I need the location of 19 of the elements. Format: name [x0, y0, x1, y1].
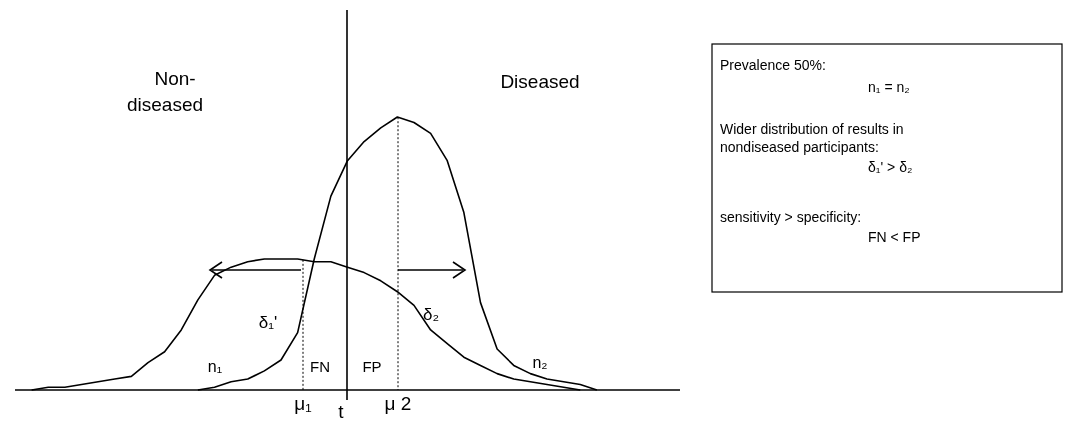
text: t — [338, 401, 344, 422]
text: diseased — [126, 94, 204, 115]
annotation: n₂ — [532, 354, 548, 371]
text: sensitivity > specificity: — [720, 209, 862, 225]
annotation: FP — [362, 358, 382, 375]
text: FN < FP — [868, 229, 921, 245]
text: n₁ = n₂ — [868, 79, 910, 95]
text: Diseased — [500, 71, 580, 92]
annotation: n₁ — [207, 358, 223, 375]
annotation: FN — [310, 358, 330, 375]
annotation: δ₂ — [422, 305, 440, 324]
text: Prevalence 50%: — [720, 57, 826, 73]
text: δ₁' > δ₂ — [868, 159, 913, 175]
text: nondiseased participants: — [720, 139, 879, 155]
text: Non- — [154, 68, 196, 89]
text: Wider distribution of results in — [720, 121, 904, 137]
text: μ₁ — [294, 393, 312, 414]
annotation: δ₁' — [258, 313, 278, 332]
text: μ 2 — [384, 393, 412, 414]
